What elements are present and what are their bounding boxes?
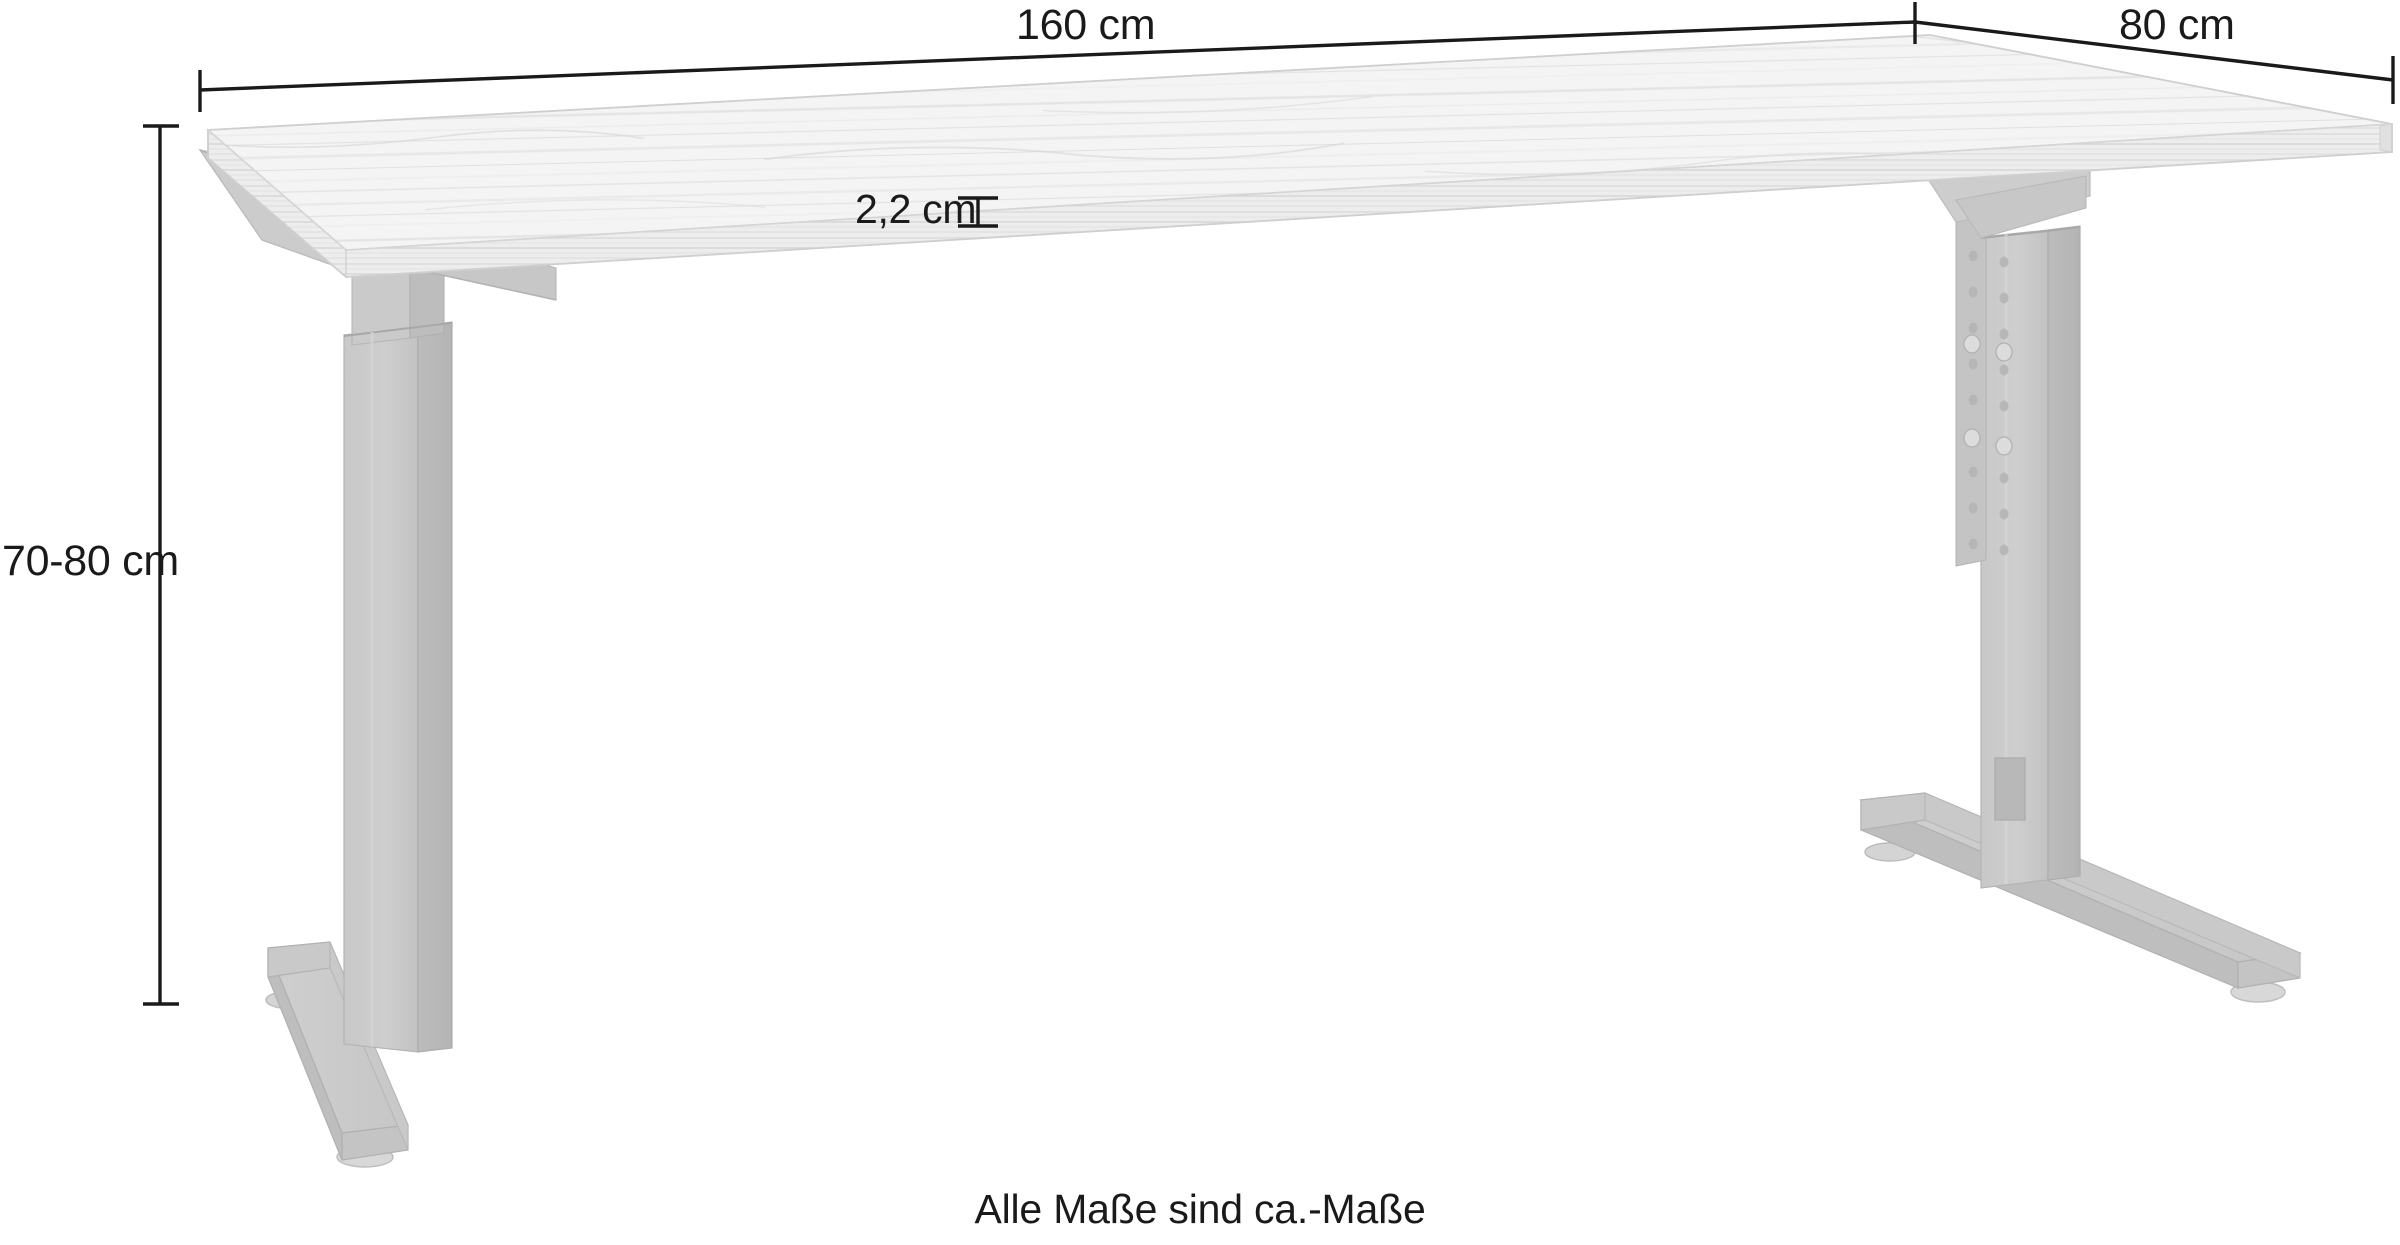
width-dimension-line (199, 20, 1916, 92)
measurement-disclaimer-caption: Alle Maße sind ca.-Maße (974, 1186, 1426, 1232)
thickness-marker-icon (958, 196, 998, 228)
right-column-side-face (2047, 225, 2081, 881)
left-leg-assembly (198, 148, 557, 1168)
right-column-bottom-slot (1994, 757, 2026, 821)
adjustment-screws (1963, 334, 2013, 456)
left-column-joint-seam (343, 322, 453, 337)
left-column-front-face (343, 325, 419, 1053)
left-column-side-face (417, 321, 453, 1053)
right-column (1954, 191, 2081, 889)
width-dimension-label: 160 cm (1016, 1, 1156, 49)
left-column (343, 196, 453, 1053)
left-foot (265, 941, 409, 1168)
depth-dimension-label: 80 cm (2119, 1, 2235, 49)
right-bracket-arm (1955, 175, 2087, 239)
right-leg-assembly (1858, 149, 2303, 1003)
tabletop-outline (207, 34, 2393, 278)
dimension-lines (143, 2, 2395, 1006)
thickness-dimension-label: 2,2 cm (855, 186, 977, 232)
tabletop-right-edge (2379, 123, 2393, 153)
depth-dimension-line (1914, 20, 2394, 82)
height-dimension-label: 70-80 cm (2, 537, 179, 585)
tabletop (205, 34, 2393, 279)
right-column-joint-seam (1980, 226, 2081, 239)
tabletop-front-crease (207, 123, 2393, 251)
